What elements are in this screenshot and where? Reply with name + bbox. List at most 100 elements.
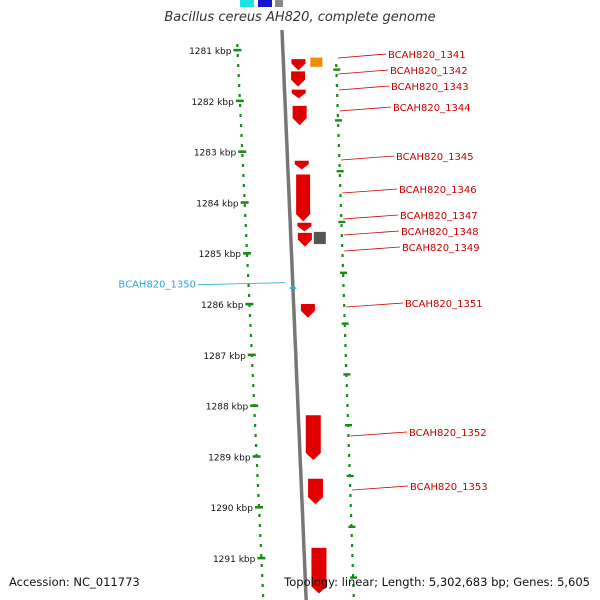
scale-dot	[253, 414, 256, 417]
ruler-tick	[340, 271, 348, 274]
scale-dot	[239, 104, 242, 107]
scale-dot	[249, 334, 253, 337]
ruler-tick	[233, 48, 242, 52]
scale-dot	[246, 254, 249, 257]
scale-dot	[261, 574, 264, 577]
gene-label: BCAH820_1349	[402, 243, 480, 254]
scale-dot	[245, 234, 248, 237]
gene-label-leader	[346, 302, 404, 308]
scale-dot	[242, 174, 245, 177]
gene-label-leader	[338, 85, 390, 91]
scale-dot	[335, 74, 338, 77]
scale-dot	[240, 134, 243, 137]
gene-label: BCAH820_1344	[393, 103, 471, 114]
gene-label-leader	[339, 106, 392, 112]
ruler-tick	[341, 322, 349, 325]
scale-dot	[352, 584, 355, 587]
scale-dot	[342, 294, 345, 297]
ruler-tick-label: 1291 kbp	[213, 555, 256, 565]
scale-dot	[351, 554, 354, 557]
gene-label-leader	[350, 431, 408, 437]
scale-dot	[258, 524, 261, 527]
gene-label-leader	[337, 53, 387, 59]
scale-dot	[337, 134, 340, 137]
scale-dot	[241, 164, 245, 167]
scale-dot	[259, 544, 262, 547]
scale-dot	[350, 524, 353, 527]
partial-feature-cyan	[240, 0, 254, 7]
gene-label-leader	[352, 485, 409, 491]
ruler-tick	[247, 353, 256, 357]
scale-dot	[237, 74, 240, 77]
ruler-tick-label: 1290 kbp	[211, 504, 254, 514]
ruler-tick	[238, 150, 247, 153]
gene-label: BCAH820_1343	[391, 82, 469, 93]
ruler-tick	[334, 119, 342, 122]
accession-text: Accession: NC_011773	[9, 575, 140, 589]
scale-dot	[348, 464, 351, 467]
scale-dot	[238, 84, 241, 87]
scale-dot	[342, 284, 345, 287]
scale-dot	[337, 144, 340, 147]
scale-dot	[252, 384, 255, 387]
scale-dot	[335, 64, 338, 67]
gene-label: BCAH820_1345	[396, 152, 474, 163]
ruler-tick	[348, 525, 356, 528]
scale-dot	[254, 434, 257, 437]
partial-feature-blue	[258, 0, 272, 7]
scale-dot	[350, 544, 354, 547]
scale-dot	[349, 494, 352, 497]
scale-dot	[257, 494, 260, 497]
scale-dot	[347, 434, 350, 437]
scale-dot	[338, 164, 341, 167]
gene-arrow	[308, 478, 324, 505]
scale-dot	[339, 204, 342, 207]
gene-label-leader	[343, 230, 400, 236]
scale-dot	[351, 574, 355, 577]
gene-label-leader	[344, 246, 401, 252]
gene-arrow	[297, 222, 312, 232]
scale-dot	[341, 264, 344, 267]
gene-label-leader	[342, 188, 398, 194]
ruler-tick-label: 1286 kbp	[201, 301, 244, 311]
scale-dot	[250, 344, 253, 347]
scale-dot	[338, 154, 341, 157]
scale-dot	[243, 194, 246, 197]
scale-dot	[236, 54, 239, 57]
scale-dot	[347, 444, 350, 447]
scale-dot	[342, 274, 345, 277]
gene-arrow	[291, 89, 306, 99]
scale-dot	[341, 244, 344, 247]
gene-label: BCAH820_1350	[118, 280, 196, 291]
scale-dot	[344, 354, 347, 357]
ruler-tick	[333, 68, 341, 71]
scale-dot	[245, 244, 248, 247]
gene-label: BCAH820_1341	[388, 50, 466, 61]
scale-dot	[348, 484, 352, 487]
ruler-tick	[252, 455, 261, 458]
scale-dot	[239, 114, 242, 117]
ruler-tick-label: 1288 kbp	[206, 403, 249, 413]
ruler-tick	[336, 170, 344, 173]
scale-dot	[238, 94, 241, 97]
scale-dot	[343, 314, 346, 317]
ruler-tick	[343, 373, 351, 376]
ruler-tick	[254, 506, 263, 509]
ruler-tick	[245, 302, 254, 306]
scale-dot	[335, 84, 338, 87]
scale-dot	[344, 344, 347, 347]
gene-arrow-highlight	[288, 284, 297, 289]
gene-label-leader	[338, 69, 389, 75]
ruler-tick-label: 1287 kbp	[203, 352, 246, 362]
scale-dot	[240, 144, 244, 147]
scale-dot	[244, 214, 247, 217]
scale-dot	[340, 234, 343, 237]
scale-dot	[248, 304, 251, 307]
ruler-tick	[240, 201, 249, 204]
gene-arrow-other	[313, 231, 326, 245]
scale-dot	[241, 154, 244, 157]
gene-label: BCAH820_1352	[409, 428, 487, 439]
scale-dot	[247, 284, 250, 287]
scale-dot	[346, 404, 349, 407]
